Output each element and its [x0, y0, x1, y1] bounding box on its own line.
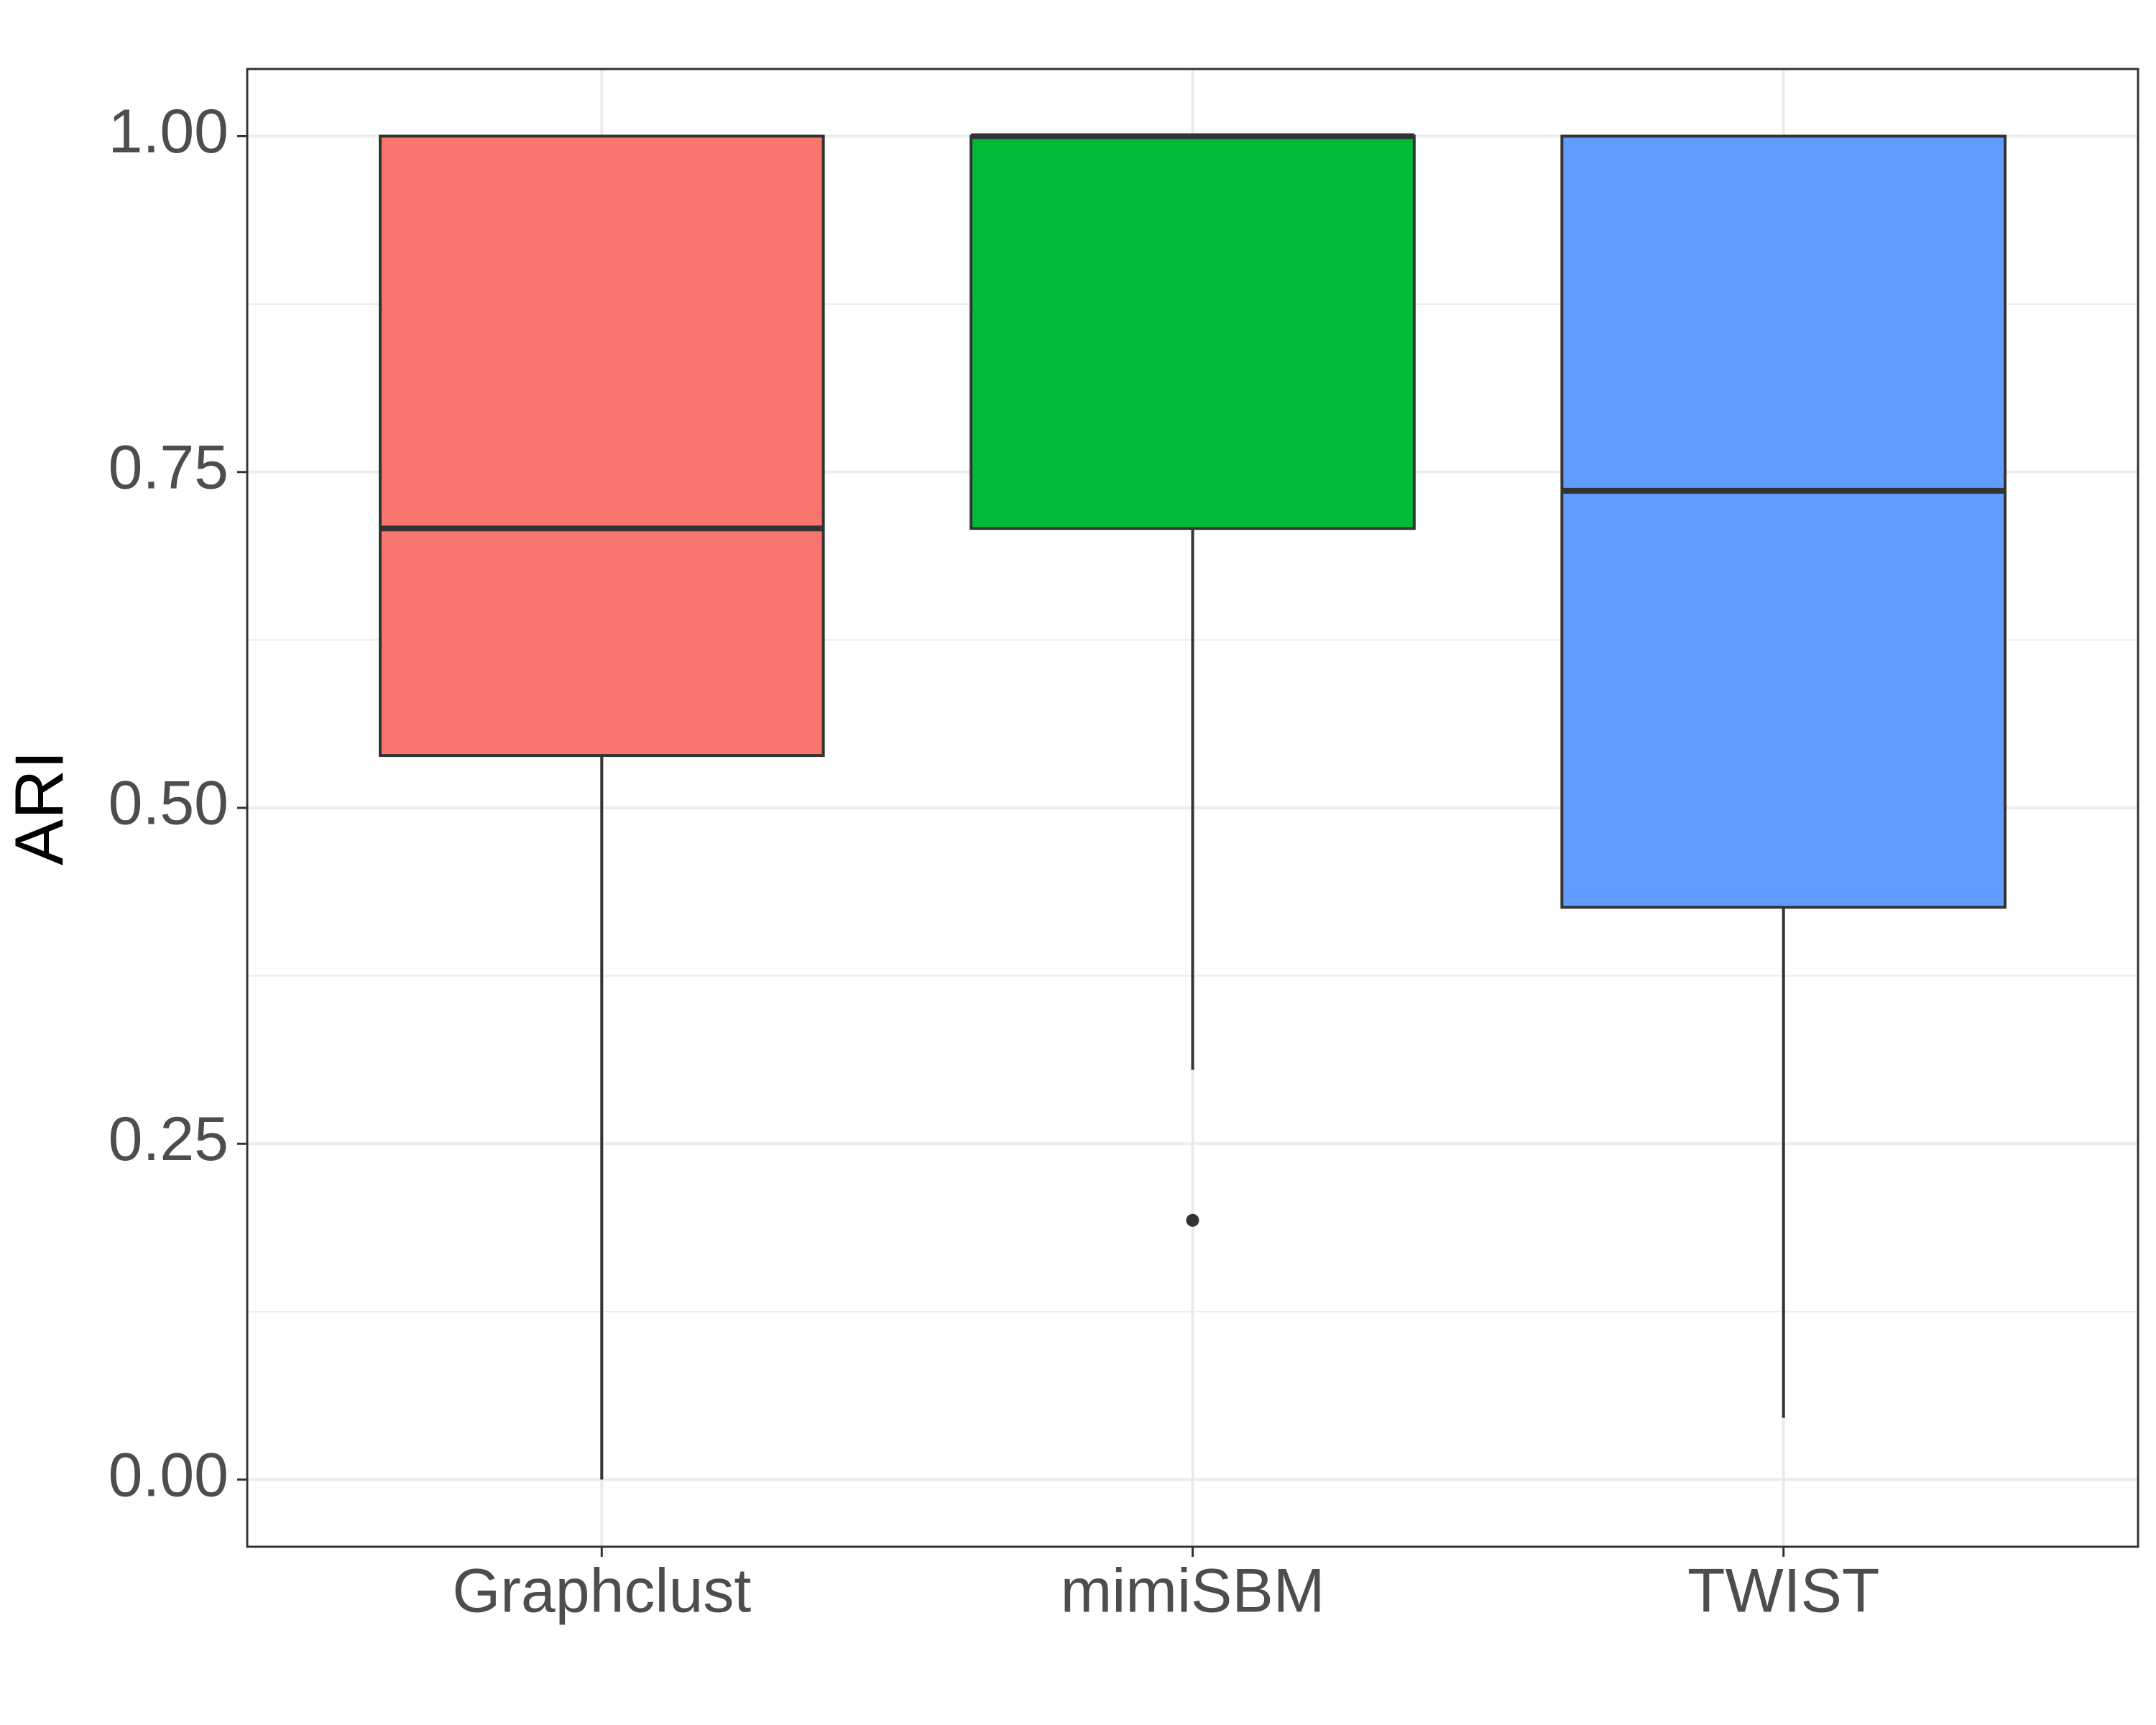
outlier [1186, 1213, 1199, 1227]
y-axis-title: ARI [1, 750, 78, 865]
box [378, 134, 825, 758]
box [1560, 134, 2007, 909]
y-tick-label: 0.00 [109, 1440, 229, 1509]
x-tick-label: TWIST [1687, 1557, 1880, 1626]
y-tick-label: 1.00 [109, 97, 229, 166]
y-tick-label: 0.50 [109, 769, 229, 838]
x-tick-label: mimiSBM [1061, 1557, 1325, 1626]
y-tick-label: 0.25 [109, 1105, 229, 1174]
y-tick-label: 0.75 [109, 433, 229, 502]
box [969, 134, 1416, 530]
panel-border [246, 68, 2139, 1548]
x-tick-label: Graphclust [452, 1557, 751, 1626]
